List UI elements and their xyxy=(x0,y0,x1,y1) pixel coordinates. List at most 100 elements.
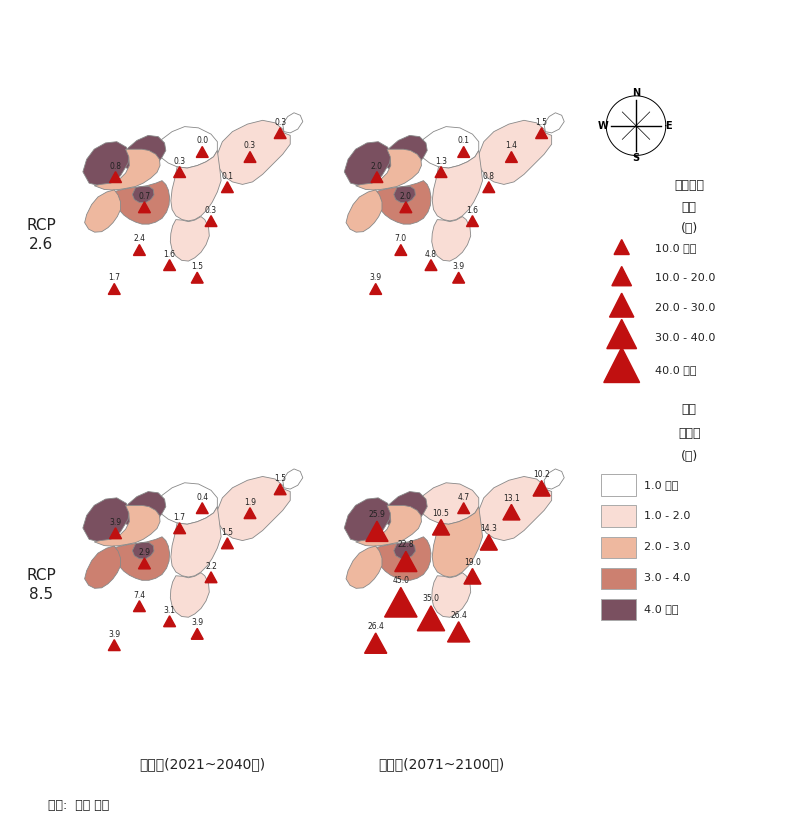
Text: 2.2: 2.2 xyxy=(205,562,217,571)
Polygon shape xyxy=(164,260,176,270)
Polygon shape xyxy=(612,266,631,286)
Text: 0.1: 0.1 xyxy=(458,137,470,146)
Text: 1.6: 1.6 xyxy=(164,250,176,259)
Polygon shape xyxy=(134,601,145,611)
Polygon shape xyxy=(610,293,634,317)
Text: 자료:  저자 작성: 자료: 저자 작성 xyxy=(48,799,109,812)
Text: 후반기(2071~2100년): 후반기(2071~2100년) xyxy=(378,757,504,770)
Polygon shape xyxy=(395,245,407,255)
Text: 0.0: 0.0 xyxy=(196,137,208,146)
Text: E: E xyxy=(665,120,672,131)
Polygon shape xyxy=(244,152,256,162)
Text: RCP
2.6: RCP 2.6 xyxy=(26,218,56,251)
Polygon shape xyxy=(274,128,286,138)
Polygon shape xyxy=(110,171,122,183)
Polygon shape xyxy=(192,629,204,639)
Polygon shape xyxy=(370,283,382,294)
Polygon shape xyxy=(417,127,479,168)
Polygon shape xyxy=(216,476,290,541)
Polygon shape xyxy=(346,190,382,232)
Text: 26.4: 26.4 xyxy=(450,611,467,620)
Polygon shape xyxy=(533,480,550,496)
Polygon shape xyxy=(425,260,437,270)
Polygon shape xyxy=(83,142,130,185)
Text: 13.1: 13.1 xyxy=(503,494,520,503)
Text: 4.7: 4.7 xyxy=(458,493,470,502)
Text: N: N xyxy=(632,88,640,98)
Polygon shape xyxy=(385,588,417,617)
Polygon shape xyxy=(607,320,637,349)
Text: 2.0 - 3.0: 2.0 - 3.0 xyxy=(644,542,690,552)
Polygon shape xyxy=(366,521,388,541)
Polygon shape xyxy=(170,573,209,617)
Polygon shape xyxy=(395,551,417,572)
Polygon shape xyxy=(156,127,217,168)
Polygon shape xyxy=(170,217,209,261)
Polygon shape xyxy=(84,190,121,232)
Polygon shape xyxy=(432,507,483,577)
Text: 1.0 이하: 1.0 이하 xyxy=(644,480,678,490)
Text: 현재: 현재 xyxy=(682,403,696,415)
Polygon shape xyxy=(417,483,479,524)
Text: 0.8: 0.8 xyxy=(110,162,122,171)
Polygon shape xyxy=(432,217,471,261)
Polygon shape xyxy=(113,180,169,224)
Text: 1.3: 1.3 xyxy=(435,157,447,166)
Text: 10.5: 10.5 xyxy=(432,509,449,518)
Polygon shape xyxy=(205,572,217,583)
Text: 0.3: 0.3 xyxy=(173,157,186,166)
Polygon shape xyxy=(108,639,120,651)
Polygon shape xyxy=(205,216,217,227)
Text: 3.9: 3.9 xyxy=(452,262,465,271)
Text: 10.0 - 20.0: 10.0 - 20.0 xyxy=(655,273,716,283)
Text: 1.4: 1.4 xyxy=(506,142,518,151)
Text: 1.9: 1.9 xyxy=(244,498,256,507)
Polygon shape xyxy=(173,522,185,534)
Polygon shape xyxy=(458,147,470,157)
Polygon shape xyxy=(164,616,176,627)
Text: 25.9: 25.9 xyxy=(369,510,386,519)
Text: 0.3: 0.3 xyxy=(274,118,286,127)
Text: 3.1: 3.1 xyxy=(164,606,176,615)
Polygon shape xyxy=(544,113,564,133)
Polygon shape xyxy=(192,272,204,283)
Text: 1.5: 1.5 xyxy=(274,474,286,483)
Polygon shape xyxy=(138,202,150,213)
Text: 2.4: 2.4 xyxy=(134,235,145,243)
Text: 0.1: 0.1 xyxy=(221,171,234,180)
Polygon shape xyxy=(133,186,154,203)
FancyBboxPatch shape xyxy=(601,475,635,496)
Text: 1.6: 1.6 xyxy=(467,205,479,214)
Polygon shape xyxy=(394,186,416,203)
Polygon shape xyxy=(614,240,630,255)
Polygon shape xyxy=(503,504,520,520)
Polygon shape xyxy=(196,503,208,513)
Polygon shape xyxy=(355,149,421,190)
Polygon shape xyxy=(222,182,234,193)
Polygon shape xyxy=(464,569,481,584)
Polygon shape xyxy=(84,546,121,588)
Text: 10.0 이하: 10.0 이하 xyxy=(655,243,697,253)
Text: 1.0 - 2.0: 1.0 - 2.0 xyxy=(644,511,690,522)
Polygon shape xyxy=(458,503,470,513)
Polygon shape xyxy=(467,216,479,227)
Polygon shape xyxy=(94,149,160,190)
Polygon shape xyxy=(133,542,154,559)
Text: 1.7: 1.7 xyxy=(108,274,120,283)
Text: 폭염일수: 폭염일수 xyxy=(674,180,704,193)
Polygon shape xyxy=(244,508,256,518)
Text: 2.9: 2.9 xyxy=(138,548,150,557)
Polygon shape xyxy=(478,476,552,541)
Polygon shape xyxy=(94,505,160,546)
Text: 10.2: 10.2 xyxy=(533,470,550,479)
Text: 1.5: 1.5 xyxy=(221,528,234,536)
Polygon shape xyxy=(196,147,208,157)
Polygon shape xyxy=(394,542,416,559)
Text: (일): (일) xyxy=(681,222,698,236)
Text: 1.5: 1.5 xyxy=(192,262,204,271)
Text: 2.0: 2.0 xyxy=(371,162,383,171)
Text: 14.3: 14.3 xyxy=(480,524,497,533)
Polygon shape xyxy=(371,171,383,183)
Polygon shape xyxy=(283,469,303,489)
Text: 3.9: 3.9 xyxy=(370,274,382,283)
